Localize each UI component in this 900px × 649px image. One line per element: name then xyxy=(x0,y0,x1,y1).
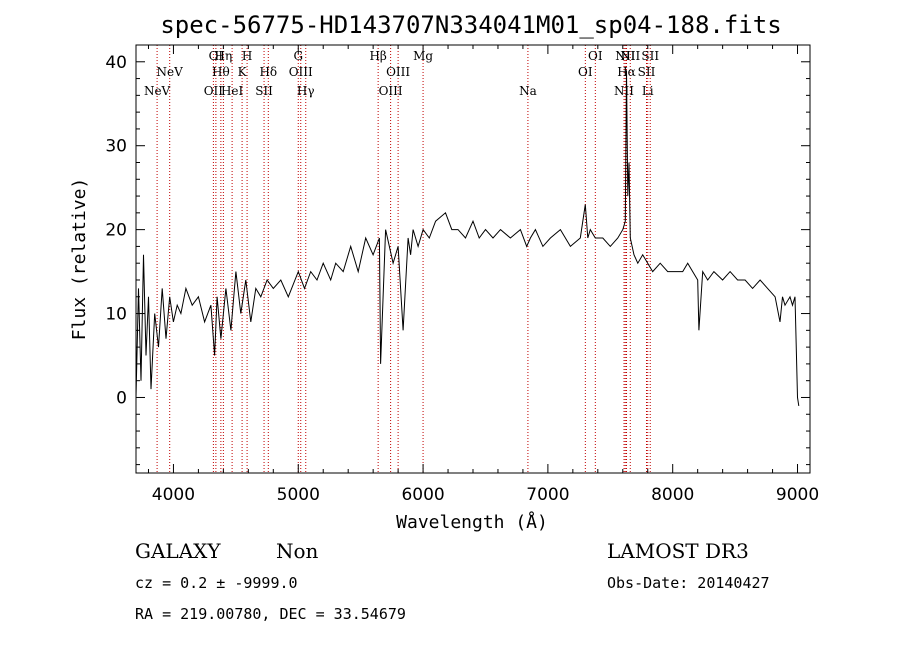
x-tick-label: 4000 xyxy=(152,485,195,505)
coordinates: RA = 219.00780, DEC = 33.54679 xyxy=(135,605,406,623)
emission-line-label: H xyxy=(242,49,252,63)
emission-line-label: Hθ xyxy=(212,65,230,79)
redshift-info: cz = 0.2 ± -9999.0 xyxy=(135,574,298,592)
x-tick-label: 9000 xyxy=(776,485,819,505)
emission-line-label: HeI xyxy=(221,84,244,98)
y-tick-label: 30 xyxy=(105,137,127,157)
emission-line-label: Na xyxy=(519,84,537,98)
object-subclass: Non xyxy=(276,539,319,563)
object-class: GALAXY xyxy=(135,539,221,563)
observation-date: Obs-Date: 20140427 xyxy=(607,574,770,592)
emission-line-label: SII xyxy=(255,84,273,98)
emission-line-label: NeV xyxy=(144,84,171,98)
emission-line-label: OI xyxy=(209,49,224,63)
emission-line-label: OIII xyxy=(379,84,403,98)
emission-line-label: NII xyxy=(614,84,634,98)
y-tick-label: 10 xyxy=(105,305,127,325)
emission-line-label: NII xyxy=(620,49,640,63)
chart-title: spec-56775-HD143707N334041M01_sp04-188.f… xyxy=(160,11,781,39)
x-axis: 4000 5000 6000 7000 8000 9000 xyxy=(147,45,819,505)
x-tick-label: 8000 xyxy=(651,485,694,505)
emission-line-label: OIII xyxy=(386,65,410,79)
emission-line-label: SII xyxy=(638,65,656,79)
x-axis-title: Wavelength (Å) xyxy=(396,511,548,533)
y-tick-label: 40 xyxy=(105,53,127,73)
emission-line-label: Hγ xyxy=(297,84,315,98)
emission-line-label: NeV xyxy=(157,65,184,79)
emission-line-label: Mg xyxy=(413,49,433,63)
x-tick-label: 7000 xyxy=(526,485,569,505)
x-tick-label: 5000 xyxy=(277,485,320,505)
spectrum-series-line xyxy=(135,70,800,406)
emission-line-label: Li xyxy=(642,84,654,98)
emission-line-markers xyxy=(156,45,651,473)
emission-line-label: SII xyxy=(641,49,659,63)
emission-line-label: G xyxy=(293,49,303,63)
emission-line-label: NII xyxy=(615,49,635,63)
emission-line-label: Hδ xyxy=(259,65,277,79)
emission-line-label: OI xyxy=(588,49,603,63)
emission-line-label: Hη xyxy=(215,49,233,63)
survey-name: LAMOST DR3 xyxy=(607,539,749,563)
y-axis: 0 10 20 30 40 xyxy=(105,44,810,466)
emission-line-label: OIII xyxy=(289,65,313,79)
emission-line-label: Hβ xyxy=(369,49,386,63)
y-axis-title: Flux (relative) xyxy=(69,178,90,341)
emission-line-label: K xyxy=(238,65,248,79)
y-tick-label: 20 xyxy=(105,221,127,241)
y-tick-label: 0 xyxy=(116,388,127,408)
emission-line-label: OI xyxy=(578,65,593,79)
emission-line-label: OII xyxy=(204,84,224,98)
x-tick-label: 6000 xyxy=(401,485,444,505)
